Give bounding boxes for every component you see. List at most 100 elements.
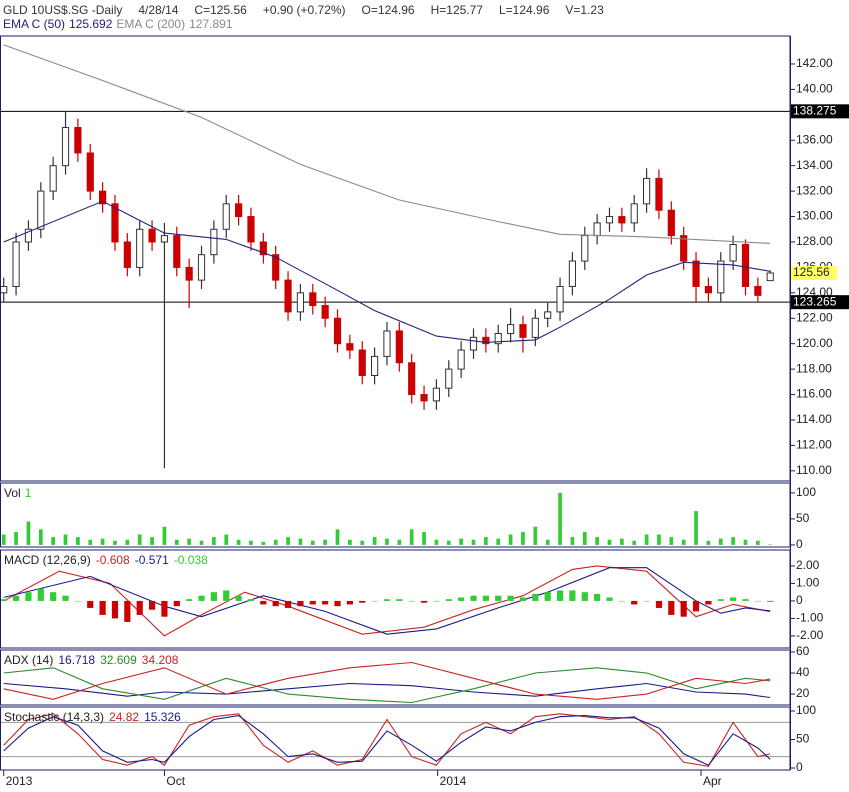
histogram-bar bbox=[458, 597, 465, 601]
candle-body bbox=[49, 165, 57, 192]
histogram-bar bbox=[136, 600, 143, 615]
histogram-bar bbox=[148, 600, 156, 610]
histogram-bar bbox=[111, 600, 119, 619]
histogram-bar bbox=[186, 599, 193, 601]
volume-bar bbox=[545, 539, 550, 545]
volume-bar bbox=[422, 531, 426, 545]
volume-bar bbox=[348, 539, 352, 545]
histogram-bar bbox=[742, 599, 749, 601]
histogram-bar bbox=[433, 600, 440, 602]
panel-value: 15.326 bbox=[144, 710, 181, 724]
candle-body bbox=[408, 362, 416, 396]
last-price-box bbox=[791, 265, 837, 280]
candle-body bbox=[123, 241, 131, 268]
candle-body bbox=[259, 241, 267, 256]
candle-body bbox=[247, 216, 255, 243]
histogram-bar bbox=[569, 590, 576, 601]
candle-body bbox=[358, 349, 366, 376]
histogram-bar bbox=[383, 599, 391, 601]
volume-bar bbox=[26, 521, 31, 545]
candle-body bbox=[741, 244, 750, 287]
histogram-bar bbox=[284, 600, 292, 608]
candle-body bbox=[136, 228, 144, 268]
histogram-bar bbox=[359, 600, 366, 603]
y-tick-label: 110.00 bbox=[796, 463, 832, 477]
candle-body bbox=[111, 203, 119, 243]
candle-body bbox=[99, 190, 107, 205]
panel bbox=[3, 661, 771, 704]
panel-title: Vol bbox=[4, 486, 21, 500]
candle-body bbox=[24, 228, 33, 243]
volume-bar bbox=[521, 531, 525, 545]
volume-bar bbox=[508, 534, 513, 545]
histogram-bar bbox=[643, 600, 650, 602]
volume-bar bbox=[88, 539, 93, 545]
histogram-bar bbox=[173, 600, 180, 607]
histogram-bar bbox=[297, 600, 304, 607]
candle-body bbox=[766, 272, 774, 282]
x-tick-label: Apr bbox=[703, 774, 722, 788]
volume-bar bbox=[150, 537, 154, 545]
indicator-line bbox=[3, 713, 771, 767]
panel-title: Stochastic (14,3,3) bbox=[4, 710, 104, 724]
volume-bar bbox=[397, 539, 402, 545]
volume-bar bbox=[113, 540, 117, 545]
histogram-bar bbox=[482, 595, 489, 601]
volume-bar bbox=[644, 534, 649, 545]
candle-body bbox=[482, 336, 490, 345]
candle-body bbox=[519, 324, 527, 338]
y-tick-label: 120.00 bbox=[796, 336, 833, 350]
histogram-bar bbox=[519, 597, 527, 601]
candle-body bbox=[197, 254, 206, 281]
price-line-label: 123.265 bbox=[793, 294, 837, 308]
candle-body bbox=[185, 266, 193, 281]
panel-header: ADX (14) 16.718 32.609 34.208 bbox=[4, 653, 179, 667]
histogram-bar bbox=[198, 595, 205, 601]
volume-bar bbox=[76, 537, 80, 545]
histogram-bar bbox=[655, 600, 663, 608]
header-value: L=124.96 bbox=[499, 3, 550, 17]
candle-body bbox=[86, 152, 94, 192]
volume-bar bbox=[471, 539, 476, 545]
candle-body bbox=[235, 203, 243, 218]
volume-bar bbox=[694, 511, 698, 545]
candle-body bbox=[507, 324, 515, 335]
y-tick-label: 0 bbox=[796, 537, 803, 551]
candle-body bbox=[272, 254, 280, 281]
histogram-bar bbox=[309, 600, 316, 605]
volume-bar bbox=[446, 540, 451, 545]
panel-title: MACD (12,26,9) bbox=[4, 553, 91, 567]
price-line-label: 138.275 bbox=[793, 104, 837, 118]
candle-body bbox=[296, 292, 305, 313]
histogram-bar bbox=[618, 600, 625, 602]
volume-bar bbox=[718, 538, 723, 545]
legend-value: 125.692 bbox=[69, 17, 113, 31]
candle-body bbox=[148, 228, 156, 243]
volume-bar bbox=[533, 526, 538, 545]
histogram-bar bbox=[62, 595, 69, 601]
y-tick-label: 2.00 bbox=[796, 558, 820, 572]
y-tick-label: 112.00 bbox=[796, 438, 832, 452]
candle-body bbox=[432, 387, 441, 402]
candle-body bbox=[692, 260, 700, 287]
histogram-bar bbox=[408, 600, 415, 602]
histogram-bar bbox=[420, 600, 428, 603]
price-line-box bbox=[791, 104, 849, 119]
volume-bar bbox=[261, 541, 266, 545]
histogram-bar bbox=[371, 600, 378, 602]
panel-value: 1 bbox=[25, 486, 32, 500]
y-tick-label: 130.00 bbox=[796, 209, 833, 223]
volume-bar bbox=[632, 540, 637, 545]
histogram-bar bbox=[730, 597, 737, 601]
panel-value: 32.609 bbox=[100, 653, 137, 667]
volume-bar bbox=[236, 539, 241, 545]
volume-bar bbox=[607, 539, 612, 545]
volume-bar bbox=[323, 539, 328, 545]
candle-body bbox=[420, 394, 428, 402]
header-value: C=125.56 bbox=[194, 3, 247, 17]
y-tick-label: 114.00 bbox=[796, 412, 832, 426]
candle-body bbox=[284, 279, 292, 313]
candle-body bbox=[605, 216, 614, 224]
header-value: H=125.77 bbox=[431, 3, 484, 17]
volume-bar bbox=[372, 537, 377, 545]
